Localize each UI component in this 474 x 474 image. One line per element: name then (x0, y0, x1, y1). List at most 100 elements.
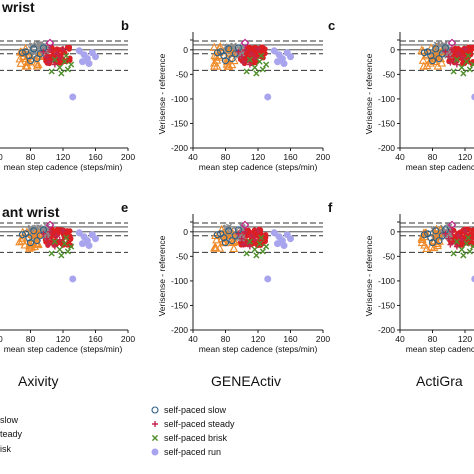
x-tick-label: 40 (0, 152, 3, 162)
marks (417, 38, 474, 101)
x-tick-label: 40 (188, 152, 198, 162)
red-cloud-point (470, 227, 474, 233)
series-2-point (449, 46, 455, 53)
x-tick-label: 120 (251, 334, 265, 344)
red-cloud-point (260, 49, 266, 55)
series-2-point (442, 230, 449, 237)
series-2-point (51, 243, 58, 250)
series-1-point (30, 227, 38, 235)
panel-6: 0 -50 -100 -150 -200 Verisense - reference 40 8… (328, 200, 474, 354)
series-2-point (255, 45, 261, 52)
marks (417, 220, 474, 283)
legend-marker-4 (151, 448, 159, 456)
series-2-point (246, 61, 253, 68)
series-1-point (25, 52, 33, 60)
series-2-point (60, 227, 66, 234)
red-cloud-point (64, 242, 70, 248)
y-tick-label: 0 (183, 227, 188, 237)
series-2-point (45, 59, 52, 66)
x-tick-label: 160 (88, 152, 102, 162)
marks (209, 38, 294, 101)
y-tick-label: -150 (378, 118, 395, 128)
series-3-point (453, 238, 460, 245)
legend-marker-2 (152, 421, 158, 427)
series-2-point (455, 50, 462, 57)
series-1-point (33, 237, 41, 245)
series-2-point (40, 48, 47, 55)
series-2-point (447, 241, 454, 248)
y-tick-label: -200 (378, 325, 395, 335)
orange-triangle-point (16, 58, 26, 67)
orange-triangle-point (218, 237, 228, 246)
series-4-point (75, 47, 83, 55)
series-1-point (30, 45, 38, 53)
series-3-point (51, 238, 58, 245)
legend-left-fragment-2: teady (0, 429, 23, 439)
magenta-diamond-point (240, 38, 250, 48)
series-1-point (220, 52, 228, 60)
y-tick-label: -100 (378, 276, 395, 286)
series-1-point (432, 227, 440, 235)
x-tick-label: 160 (283, 152, 297, 162)
orange-triangle-point (433, 240, 442, 250)
series-2-point (453, 243, 460, 250)
series-3-point (64, 66, 71, 73)
orange-triangle-point (32, 61, 42, 70)
series-2-point (40, 230, 47, 237)
series-3-point (450, 68, 457, 75)
series-4-point (85, 60, 93, 68)
series-4-point (280, 242, 288, 250)
row-label-ant-wrist: ant wrist (2, 204, 60, 220)
series-2-point (235, 230, 242, 237)
series-4-point (85, 242, 93, 250)
series-3-point (61, 58, 68, 65)
series-3-point (243, 68, 250, 75)
legend-label-slow: self-paced slow (164, 405, 227, 415)
chart-legend: slow teady isk self-paced slow self-pace… (0, 405, 235, 457)
y-tick-label: -100 (171, 276, 188, 286)
red-cloud-point (56, 47, 62, 53)
x-axis-label: mean step cadence (steps/min) (4, 344, 123, 354)
series-1-point (33, 55, 41, 63)
series-2-point (47, 46, 53, 53)
y-axis-label: Verisense - reference (364, 235, 374, 316)
gray-cloud-point (225, 43, 232, 50)
series-4-point (287, 235, 294, 243)
x-tick-label: 160 (283, 334, 297, 344)
series-2-point (248, 50, 255, 57)
orange-triangle-point (209, 42, 219, 51)
series-3-point (458, 246, 465, 253)
series-3-point (458, 64, 465, 71)
series-3-point (48, 68, 55, 75)
y-tick-label: -150 (171, 300, 188, 310)
device-label-actigraph: ActiGra (416, 373, 463, 389)
device-label-axivity: Axivity (18, 373, 58, 389)
series-2-point (240, 241, 247, 248)
x-tick-label: 120 (458, 152, 472, 162)
orange-triangle-point (23, 57, 33, 66)
series-3-point (246, 56, 253, 63)
orange-triangle-point (17, 233, 27, 242)
series-2-point (248, 232, 255, 239)
y-tick-label: -50 (176, 69, 189, 79)
series-4-point (471, 275, 474, 283)
series-4-point (92, 235, 99, 243)
red-cloud-point (67, 233, 73, 239)
orange-triangle-point (229, 55, 239, 65)
series-2-point (453, 61, 460, 68)
series-3-point (258, 234, 265, 241)
series-2-point (53, 232, 60, 239)
series-3-point (63, 234, 70, 241)
orange-triangle-point (215, 42, 225, 51)
orange-triangle-point (33, 50, 43, 59)
series-2-point (51, 61, 58, 68)
series-3-point (263, 61, 270, 68)
series-1-point (26, 57, 35, 65)
orange-triangle-point (429, 242, 439, 252)
series-1-point (428, 57, 437, 65)
x-tick-label: 120 (56, 152, 70, 162)
legend-markers (151, 406, 159, 456)
series-3-point (465, 234, 472, 241)
